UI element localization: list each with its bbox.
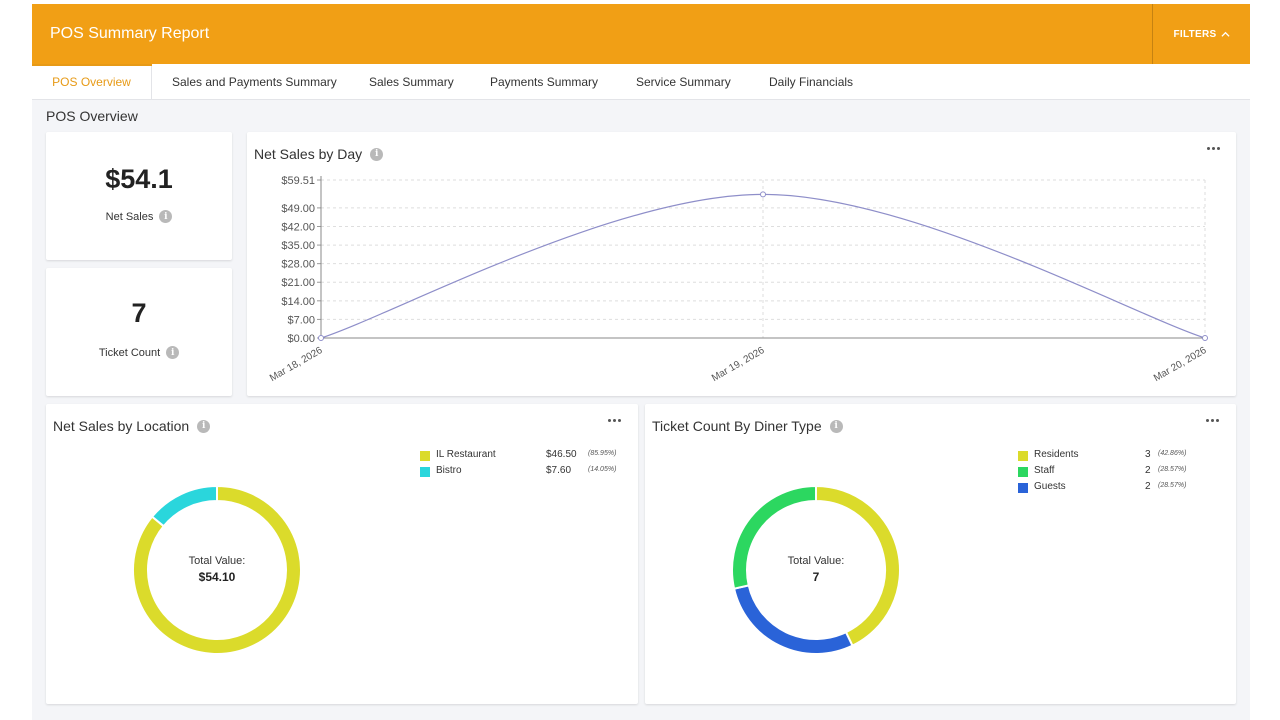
legend-percent: (28.57%) bbox=[1158, 466, 1187, 473]
donut-center-label: Total Value: 7 bbox=[766, 553, 866, 585]
net-sales-by-day-title: Net Sales by Day bbox=[254, 146, 363, 162]
ticket-count-by-diner-type-donut bbox=[731, 484, 901, 655]
chevron-up-icon bbox=[1220, 31, 1230, 37]
legend-item[interactable]: Guests 2 (28.57%) bbox=[1018, 481, 1218, 497]
y-tick-label: $42.00 bbox=[281, 221, 315, 233]
legend-value: $7.60 bbox=[546, 465, 572, 476]
legend-name: Bistro bbox=[436, 465, 462, 476]
tab-payments-summary[interactable]: Payments Summary bbox=[490, 75, 599, 89]
donut-slice[interactable] bbox=[132, 484, 302, 655]
net-sales-kpi-card: $54.1 Net Sales i bbox=[46, 132, 232, 260]
net-sales-label: Net Sales bbox=[105, 210, 154, 223]
report-header: POS Summary Report FILTERS bbox=[32, 4, 1250, 64]
ticket-count-kpi-card: 7 Ticket Count i bbox=[46, 268, 232, 396]
y-tick-label: $28.00 bbox=[281, 259, 315, 271]
legend-name: Staff bbox=[1034, 465, 1055, 476]
legend-value: 3 bbox=[1145, 449, 1151, 460]
legend-swatch bbox=[420, 451, 430, 461]
ticket-count-label: Ticket Count bbox=[98, 346, 161, 359]
info-icon[interactable]: i bbox=[197, 419, 211, 433]
legend-swatch bbox=[1018, 451, 1028, 461]
legend-percent: (85.95%) bbox=[588, 450, 617, 457]
data-point[interactable] bbox=[1202, 335, 1208, 341]
filters-button[interactable]: FILTERS bbox=[1153, 4, 1250, 64]
info-icon[interactable]: i bbox=[166, 346, 180, 359]
legend-item[interactable]: Bistro $7.60 (14.05%) bbox=[420, 465, 630, 481]
x-tick-label: Mar 19, 2026 bbox=[710, 345, 767, 384]
net-sales-value: $54.1 bbox=[105, 164, 173, 194]
total-value: $54.10 bbox=[198, 570, 236, 584]
more-options-button[interactable] bbox=[1203, 142, 1223, 154]
info-icon[interactable]: i bbox=[829, 419, 843, 433]
legend-name: Residents bbox=[1034, 449, 1079, 460]
y-tick-label: $49.00 bbox=[281, 203, 315, 215]
total-value-label: Total Value: bbox=[188, 555, 246, 567]
net-sales-by-location-title-row: Net Sales by Location i bbox=[53, 418, 211, 434]
legend-name: IL Restaurant bbox=[436, 449, 496, 460]
net-sales-by-day-title-row: Net Sales by Day i bbox=[254, 146, 384, 162]
donut-slice[interactable] bbox=[731, 484, 817, 590]
app-window: POS Summary Report FILTERS POS Overview … bbox=[32, 4, 1250, 720]
legend-value: $46.50 bbox=[546, 449, 577, 460]
header-divider bbox=[1152, 4, 1153, 64]
net-sales-by-day-card: Net Sales by Day i $59.51 $49.00 $42.00 $35… bbox=[247, 132, 1236, 396]
filters-label: FILTERS bbox=[1173, 28, 1217, 40]
legend-value: 2 bbox=[1145, 481, 1151, 492]
donut-slice[interactable] bbox=[732, 584, 854, 655]
more-options-button[interactable] bbox=[604, 414, 624, 426]
donut-slice[interactable] bbox=[150, 484, 218, 528]
legend-item[interactable]: Staff 2 (28.57%) bbox=[1018, 465, 1218, 481]
ticket-count-by-diner-type-title: Ticket Count By Diner Type bbox=[652, 418, 822, 434]
legend-item[interactable]: IL Restaurant $46.50 (85.95%) bbox=[420, 449, 630, 465]
tab-pos-overview[interactable]: POS Overview bbox=[32, 64, 152, 100]
section-title: POS Overview bbox=[46, 108, 138, 124]
legend-value: 2 bbox=[1145, 465, 1151, 476]
legend-percent: (42.86%) bbox=[1158, 450, 1187, 457]
legend-percent: (28.57%) bbox=[1158, 482, 1187, 489]
x-tick-label: Mar 20, 2026 bbox=[1152, 345, 1209, 384]
legend-swatch bbox=[1018, 483, 1028, 493]
location-legend: IL Restaurant $46.50 (85.95%) Bistro $7.… bbox=[420, 449, 630, 481]
y-tick-label: $35.00 bbox=[281, 240, 315, 252]
donut-center-label: Total Value: $54.10 bbox=[167, 553, 267, 585]
ticket-count-by-diner-type-title-row: Ticket Count By Diner Type i bbox=[652, 418, 843, 434]
tab-service-summary[interactable]: Service Summary bbox=[636, 75, 731, 89]
ticket-count-value: 7 bbox=[131, 298, 147, 328]
legend-item[interactable]: Residents 3 (42.86%) bbox=[1018, 449, 1218, 465]
net-sales-label-row: Net Sales i bbox=[46, 210, 232, 223]
info-icon[interactable]: i bbox=[370, 147, 384, 161]
y-tick-label: $14.00 bbox=[281, 296, 315, 308]
ticket-count-label-row: Ticket Count i bbox=[46, 346, 232, 359]
net-sales-by-location-card: Net Sales by Location i IL Restaurant $4… bbox=[46, 404, 638, 704]
report-tabs: POS Overview Sales and Payments Summary … bbox=[32, 64, 1250, 100]
data-point[interactable] bbox=[318, 335, 324, 341]
active-tab-indicator bbox=[32, 64, 152, 66]
tab-sales-summary[interactable]: Sales Summary bbox=[369, 75, 454, 89]
info-icon[interactable]: i bbox=[159, 210, 173, 223]
report-title: POS Summary Report bbox=[50, 25, 210, 42]
ticket-count-by-diner-type-card: Ticket Count By Diner Type i Residents 3… bbox=[645, 404, 1236, 704]
legend-name: Guests bbox=[1034, 481, 1066, 492]
legend-swatch bbox=[420, 467, 430, 477]
y-tick-label: $0.00 bbox=[287, 333, 315, 345]
legend-swatch bbox=[1018, 467, 1028, 477]
total-value-label: Total Value: bbox=[787, 555, 845, 567]
net-sales-by-day-chart: $59.51 $49.00 $42.00 $35.00 $28.00 $21.00 $14.… bbox=[268, 175, 1209, 384]
tab-sales-and-payments-summary[interactable]: Sales and Payments Summary bbox=[172, 75, 337, 89]
y-tick-label: $21.00 bbox=[281, 277, 315, 289]
x-tick-label: Mar 18, 2026 bbox=[268, 345, 325, 384]
y-tick-label: $59.51 bbox=[281, 175, 315, 187]
data-point[interactable] bbox=[760, 191, 766, 198]
tab-daily-financials[interactable]: Daily Financials bbox=[769, 75, 854, 89]
legend-percent: (14.05%) bbox=[588, 466, 617, 473]
diner-type-legend: Residents 3 (42.86%) Staff 2 (28.57%) Gu… bbox=[1018, 449, 1218, 497]
net-sales-by-location-title: Net Sales by Location bbox=[53, 418, 190, 434]
more-options-button[interactable] bbox=[1202, 414, 1222, 426]
y-tick-label: $7.00 bbox=[287, 314, 315, 326]
total-value: 7 bbox=[812, 570, 820, 584]
net-sales-by-location-donut bbox=[132, 484, 302, 655]
